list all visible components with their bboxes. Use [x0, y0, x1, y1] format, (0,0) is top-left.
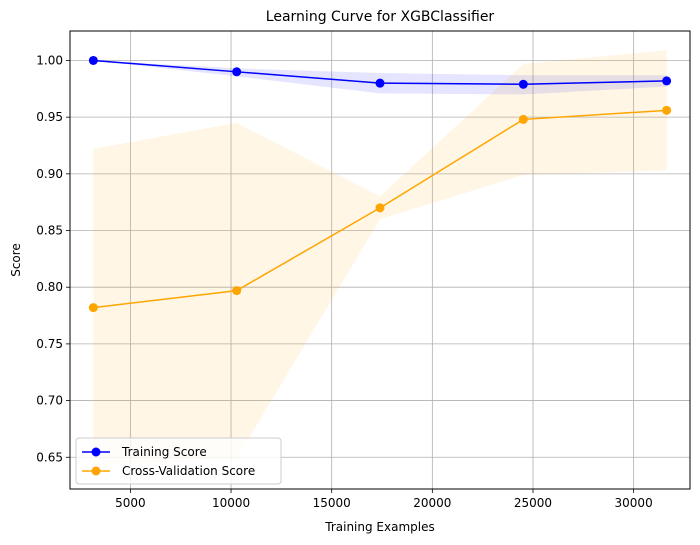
data-point	[662, 76, 672, 86]
y-tick-label: 0.70	[36, 394, 63, 408]
y-tick-label: 0.80	[36, 280, 63, 294]
legend-box	[75, 437, 282, 485]
x-tick-label: 25000	[514, 496, 552, 510]
data-point	[518, 114, 528, 124]
legend-marker-training	[91, 447, 101, 457]
legend-marker-cross-validation	[91, 466, 101, 476]
x-tick-label: 15000	[313, 496, 351, 510]
y-tick-label: 0.65	[36, 450, 63, 464]
y-tick-label: 1.00	[36, 53, 63, 67]
x-tick-label: 30000	[615, 496, 653, 510]
x-axis-ticks: 5000 10000 15000 20000 25000 30000	[115, 489, 653, 510]
y-tick-label: 0.95	[36, 110, 63, 124]
legend-label-training: Training Score	[121, 445, 207, 459]
y-tick-label: 0.85	[36, 224, 63, 238]
x-tick-label: 5000	[115, 496, 146, 510]
data-point	[88, 303, 98, 313]
data-point	[518, 79, 528, 89]
data-point	[232, 67, 242, 77]
series-points	[88, 55, 672, 313]
data-point	[88, 55, 98, 65]
x-axis-label: Training Examples	[324, 520, 434, 534]
confidence-band	[93, 50, 667, 467]
plot-frame	[69, 30, 691, 490]
legend-label-cross-validation: Cross-Validation Score	[122, 464, 255, 478]
y-axis-label: Score	[9, 243, 23, 277]
x-tick-label: 20000	[413, 496, 451, 510]
data-point	[232, 286, 242, 296]
legend: Training Score Cross-Validation Score	[75, 437, 282, 485]
data-point	[375, 203, 385, 213]
chart-title: Learning Curve for XGBClassifier	[266, 9, 495, 25]
data-point	[662, 105, 672, 115]
y-tick-label: 0.75	[36, 337, 63, 351]
y-tick-label: 0.90	[36, 167, 63, 181]
data-point	[375, 78, 385, 88]
y-axis-ticks: 0.65 0.70 0.75 0.80 0.85 0.90 0.95 1.00	[36, 53, 70, 464]
grid-lines	[70, 31, 690, 489]
x-tick-label: 10000	[212, 496, 250, 510]
